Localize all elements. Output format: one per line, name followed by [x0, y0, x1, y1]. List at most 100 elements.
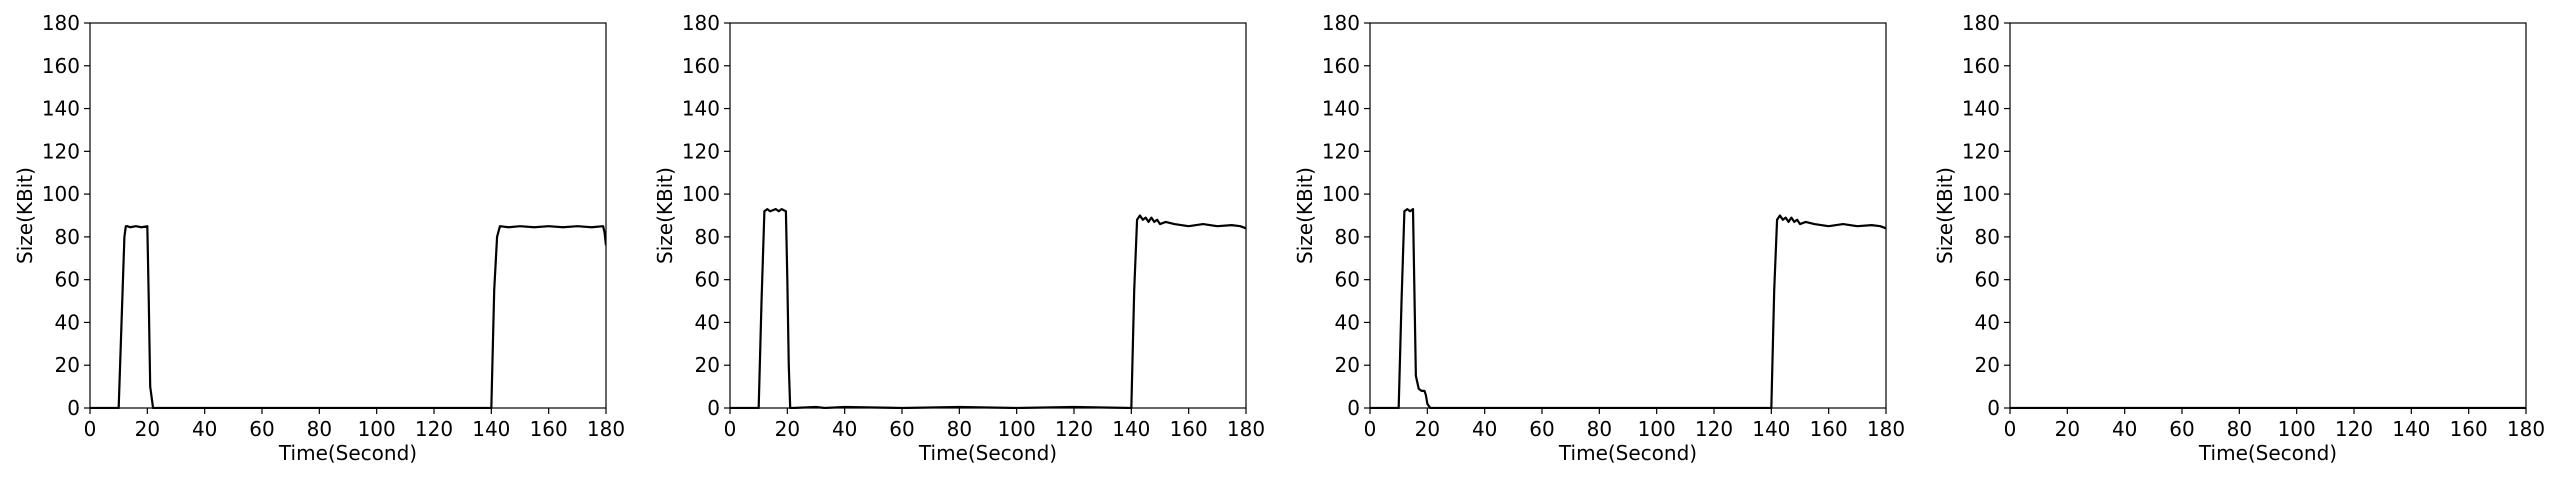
x-tick-label: 100 — [358, 417, 396, 441]
x-tick-label: 80 — [307, 417, 332, 441]
y-tick-label: 0 — [707, 396, 720, 420]
x-tick-label: 20 — [775, 417, 800, 441]
y-tick-label: 120 — [1962, 139, 2000, 163]
x-tick-label: 160 — [530, 417, 568, 441]
y-tick-label: 60 — [1335, 268, 1360, 292]
x-axis-label: Time(Second) — [1558, 441, 1697, 465]
y-tick-label: 100 — [1962, 182, 2000, 206]
series-line-1 — [730, 207, 1246, 409]
y-tick-label: 140 — [42, 97, 80, 121]
chart-panel-2: 0 20 40 60 80 100 120 140 160 180 0 20 40 60 80 100 120 1… — [653, 11, 1265, 465]
y-tick-label: 100 — [1322, 182, 1360, 206]
x-tick-label: 160 — [2450, 417, 2488, 441]
x-tick-label: 120 — [1055, 417, 1093, 441]
y-tick-label: 160 — [1322, 54, 1360, 78]
x-tick-label: 160 — [1810, 417, 1848, 441]
x-axis-label: Time(Second) — [918, 441, 1057, 465]
x-tick-label: 60 — [249, 417, 274, 441]
y-axis-label: Size(KBit) — [1293, 167, 1317, 264]
y-tick-label: 40 — [1335, 310, 1360, 334]
series-line-1 — [1370, 207, 1886, 409]
x-tick-label: 60 — [889, 417, 914, 441]
x-tick-label: 140 — [2392, 417, 2430, 441]
x-tick-label: 20 — [1415, 417, 1440, 441]
plot-frame — [1369, 22, 1887, 409]
y-tick-label: 180 — [682, 11, 720, 35]
chart-panel-3: 0 20 40 60 80 100 120 140 160 180 0 20 40 60 80 100 120 1… — [1293, 11, 1905, 465]
y-tick-label: 80 — [1975, 225, 2000, 249]
x-tick-label: 180 — [1867, 417, 1905, 441]
chart-panel-4: 0 20 40 60 80 100 120 140 160 180 0 20 40 60 80 100 120 1… — [1933, 11, 2545, 465]
plot-frame — [2009, 22, 2527, 409]
x-tick-label: 20 — [135, 417, 160, 441]
x-axis-label: Time(Second) — [2198, 441, 2337, 465]
x-tick-label: 40 — [192, 417, 217, 441]
y-tick-label: 60 — [55, 268, 80, 292]
x-tick-label: 180 — [2507, 417, 2545, 441]
y-tick-label: 120 — [1322, 139, 1360, 163]
x-tick-label: 100 — [998, 417, 1036, 441]
x-tick-label: 60 — [2169, 417, 2194, 441]
y-tick-label: 180 — [1322, 11, 1360, 35]
y-tick-label: 40 — [1975, 310, 2000, 334]
x-tick-label: 0 — [2004, 417, 2017, 441]
y-tick-label: 180 — [42, 11, 80, 35]
series-line-1 — [90, 225, 606, 409]
x-tick-label: 40 — [1472, 417, 1497, 441]
y-tick-label: 80 — [695, 225, 720, 249]
x-tick-label: 120 — [2335, 417, 2373, 441]
y-tick-label: 40 — [55, 310, 80, 334]
y-tick-label: 140 — [1322, 97, 1360, 121]
y-axis-label: Size(KBit) — [13, 167, 37, 264]
y-tick-label: 80 — [55, 225, 80, 249]
x-tick-label: 0 — [1364, 417, 1377, 441]
chart-panel-1: 0 20 40 60 80 100 120 140 160 180 0 20 40 60 80 100 120 1… — [13, 11, 625, 465]
y-tick-label: 20 — [55, 353, 80, 377]
x-tick-label: 20 — [2055, 417, 2080, 441]
y-tick-label: 60 — [695, 268, 720, 292]
x-axis-label: Time(Second) — [278, 441, 417, 465]
x-tick-label: 120 — [415, 417, 453, 441]
y-tick-label: 20 — [1975, 353, 2000, 377]
y-tick-label: 160 — [1962, 54, 2000, 78]
y-tick-label: 160 — [682, 54, 720, 78]
x-tick-label: 60 — [1529, 417, 1554, 441]
x-tick-label: 0 — [84, 417, 97, 441]
y-axis-label: Size(KBit) — [1933, 167, 1957, 264]
y-tick-label: 60 — [1975, 268, 2000, 292]
y-tick-label: 20 — [695, 353, 720, 377]
y-tick-label: 40 — [695, 310, 720, 334]
y-tick-label: 100 — [42, 182, 80, 206]
x-tick-label: 40 — [2112, 417, 2137, 441]
x-tick-label: 160 — [1170, 417, 1208, 441]
x-tick-label: 120 — [1695, 417, 1733, 441]
y-tick-label: 20 — [1335, 353, 1360, 377]
y-tick-label: 120 — [682, 139, 720, 163]
x-tick-label: 100 — [2278, 417, 2316, 441]
y-tick-label: 80 — [1335, 225, 1360, 249]
x-tick-label: 180 — [1227, 417, 1265, 441]
x-tick-label: 180 — [587, 417, 625, 441]
x-tick-label: 80 — [1587, 417, 1612, 441]
x-tick-label: 140 — [472, 417, 510, 441]
x-tick-label: 140 — [1112, 417, 1150, 441]
x-tick-label: 80 — [2227, 417, 2252, 441]
y-tick-label: 140 — [1962, 97, 2000, 121]
y-tick-label: 160 — [42, 54, 80, 78]
y-axis-label: Size(KBit) — [653, 167, 677, 264]
x-tick-label: 140 — [1752, 417, 1790, 441]
y-tick-label: 120 — [42, 139, 80, 163]
plot-frame — [89, 22, 607, 409]
plot-frame — [729, 22, 1247, 409]
x-tick-label: 40 — [832, 417, 857, 441]
y-tick-label: 100 — [682, 182, 720, 206]
y-tick-label: 0 — [1987, 396, 2000, 420]
x-tick-label: 100 — [1638, 417, 1676, 441]
y-tick-label: 140 — [682, 97, 720, 121]
y-tick-label: 0 — [1347, 396, 1360, 420]
x-tick-label: 80 — [947, 417, 972, 441]
x-tick-label: 0 — [724, 417, 737, 441]
y-tick-label: 180 — [1962, 11, 2000, 35]
y-tick-label: 0 — [67, 396, 80, 420]
